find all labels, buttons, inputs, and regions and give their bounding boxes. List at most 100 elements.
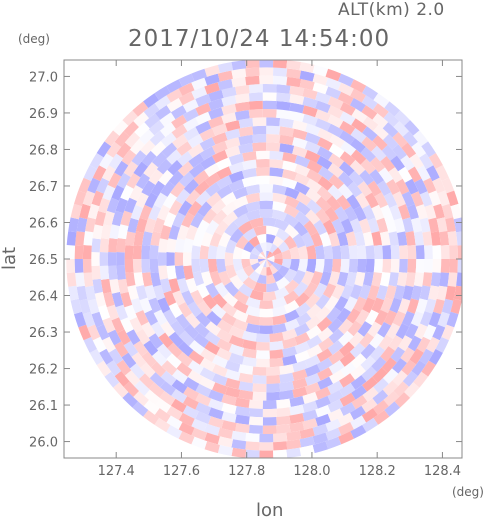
radar-cell	[279, 381, 294, 392]
radar-cell	[177, 224, 189, 240]
radar-cell	[124, 259, 134, 273]
radar-cell	[327, 408, 344, 422]
radar-cell	[347, 320, 363, 337]
radar-cell	[158, 332, 174, 349]
radar-cell	[168, 199, 183, 216]
radar-cell	[123, 341, 139, 357]
radar-cell	[74, 245, 84, 259]
radar-cell	[96, 177, 110, 194]
radar-cell	[75, 272, 85, 287]
radar-cell	[337, 412, 354, 427]
radar-cell	[350, 218, 363, 234]
radar-cell	[337, 271, 349, 287]
radar-cell	[445, 217, 456, 233]
radar-cell	[144, 217, 157, 233]
radar-cell	[378, 167, 394, 184]
radar-cell	[339, 111, 356, 126]
radar-cell	[191, 436, 207, 450]
radar-cell	[306, 303, 322, 319]
radar-cell	[306, 199, 322, 215]
radar-cell	[193, 170, 210, 185]
radar-cell	[133, 391, 149, 407]
radar-cell	[102, 317, 116, 334]
radar-cell	[435, 165, 449, 181]
radar-cell	[422, 231, 433, 246]
radar-cell	[407, 335, 422, 352]
radar-cell	[126, 172, 141, 189]
radar-cell	[292, 269, 306, 285]
radar-cell	[411, 360, 427, 377]
radar-cell	[383, 310, 398, 326]
radar-cell	[388, 272, 399, 287]
radar-cell	[252, 142, 267, 152]
radar-cell	[233, 213, 249, 228]
radar-cell	[197, 201, 213, 217]
radar-cell	[269, 349, 284, 359]
radar-cell	[216, 184, 233, 199]
radar-cell	[336, 194, 352, 211]
radar-cell	[76, 217, 88, 233]
radar-cell	[66, 272, 77, 287]
radar-cell	[172, 212, 186, 228]
radar-cell	[221, 103, 237, 116]
radar-cell	[274, 218, 290, 232]
radar-cell	[170, 105, 187, 120]
radar-cell	[381, 357, 397, 374]
radar-cell	[74, 190, 87, 207]
radar-cell	[225, 128, 241, 141]
radar-cell	[273, 449, 288, 458]
radar-cell	[353, 296, 367, 313]
radar-cell	[233, 300, 249, 314]
radar-cell	[456, 231, 462, 246]
radar-cell	[114, 160, 129, 177]
radar-cell	[299, 62, 315, 73]
radar-cell	[282, 346, 298, 358]
radar-cell	[380, 204, 394, 221]
radar-cell	[196, 219, 210, 235]
radar-cell	[362, 116, 379, 132]
radar-cell	[338, 431, 354, 445]
radar-cell	[168, 331, 184, 348]
radar-cell	[234, 397, 250, 408]
radar-cell	[170, 320, 186, 337]
radar-cell	[289, 404, 305, 416]
radar-cell	[409, 348, 424, 365]
radar-cell	[324, 206, 339, 223]
radar-cell	[208, 416, 224, 429]
radar-cell	[338, 330, 354, 347]
radar-cell	[306, 244, 317, 259]
radar-cell	[195, 93, 211, 107]
radar-cell	[424, 245, 433, 259]
radar-cell	[241, 249, 251, 259]
radar-cell	[299, 436, 315, 448]
radar-cell	[360, 343, 376, 360]
radar-cell	[301, 232, 315, 248]
radar-cell	[292, 145, 308, 158]
radar-cell	[106, 360, 122, 377]
radar-cell	[238, 126, 254, 137]
radar-cell	[138, 129, 155, 145]
radar-cell	[248, 399, 263, 409]
radar-cell	[229, 228, 244, 244]
radar-cell	[197, 301, 213, 317]
radar-cell	[148, 333, 164, 349]
radar-cell	[385, 285, 397, 301]
radar-cell	[238, 283, 253, 298]
radar-cell	[192, 271, 205, 287]
x-axis-label: lon	[256, 500, 284, 521]
radar-cell	[100, 278, 112, 294]
radar-cell	[310, 271, 323, 287]
radar-cell	[208, 107, 224, 120]
radar-cell	[354, 271, 366, 287]
radar-cell	[338, 171, 354, 188]
radar-cell	[350, 128, 367, 143]
radar-cell	[388, 167, 403, 183]
radar-cell	[315, 100, 331, 113]
radar-cell	[428, 285, 440, 301]
radar-cell	[260, 251, 267, 259]
radar-cell	[299, 79, 315, 91]
radar-cell	[453, 285, 462, 301]
radar-cell	[208, 89, 224, 102]
radar-cell	[325, 418, 342, 432]
radar-cell	[163, 290, 177, 306]
